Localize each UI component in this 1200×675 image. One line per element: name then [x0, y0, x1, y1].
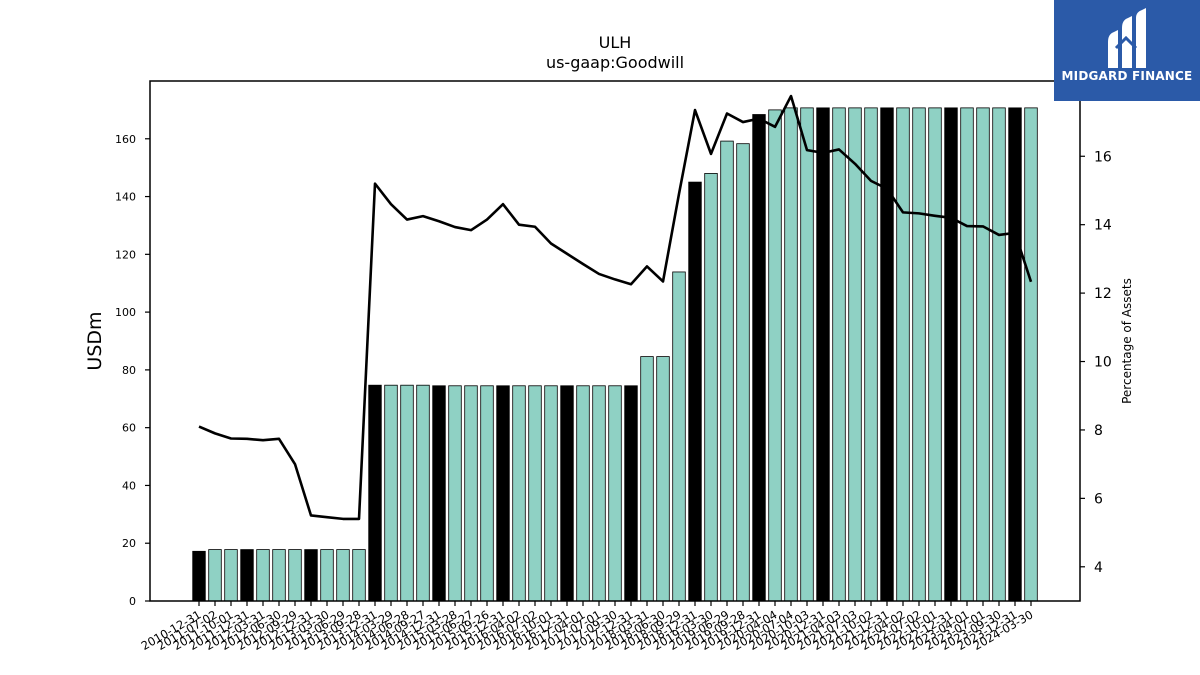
bar-2021-12-31 — [880, 107, 894, 602]
midgard-logo-icon — [1108, 8, 1146, 68]
bar-2020-10-03 — [800, 107, 814, 602]
bar-2023-12-31 — [1008, 107, 1022, 602]
bar-2022-10-01 — [928, 107, 942, 602]
y-tick-label: 60 — [122, 422, 136, 435]
bar-2017-07-01 — [592, 385, 606, 602]
bar-2015-06-27 — [464, 385, 478, 602]
bar-2018-09-29 — [672, 271, 686, 602]
bar-2016-04-02 — [512, 385, 526, 602]
bar-2018-03-31 — [640, 356, 654, 602]
bar-2024-03-30 — [1024, 107, 1038, 602]
y-tick-label: 20 — [122, 537, 136, 550]
bar-2015-03-28 — [448, 385, 462, 602]
bar-2019-12-31 — [752, 114, 766, 602]
y-tick-label: 140 — [115, 191, 136, 204]
bar-2014-03-29 — [384, 384, 398, 602]
bar-2016-07-02 — [528, 385, 542, 602]
y-tick-label: 120 — [115, 248, 136, 261]
bar-2018-06-30 — [656, 356, 670, 602]
bar-2012-12-31 — [304, 549, 318, 602]
bar-2015-09-26 — [480, 385, 494, 602]
y2-axis-label: Percentage of Assets — [1120, 278, 1134, 404]
bar-2019-09-28 — [736, 143, 750, 602]
y-axis-right: 4 6 8 10 12 14 16 — [1080, 149, 1112, 576]
bar-2014-06-28 — [400, 384, 414, 602]
bar-2013-09-28 — [352, 549, 366, 602]
bar-2016-10-01 — [544, 385, 558, 602]
bar-2014-09-27 — [416, 384, 430, 602]
bar-2013-03-30 — [320, 549, 334, 602]
y2-tick-label: 10 — [1094, 355, 1112, 371]
percentage-line — [198, 94, 1033, 521]
bar-2022-04-02 — [896, 107, 910, 602]
y2-tick-label: 16 — [1094, 149, 1112, 165]
bar-2020-04-04 — [768, 109, 782, 602]
x-axis: 2010-12-312011-07-022011-10-012011-12-31… — [139, 601, 1036, 653]
bar-2013-12-31 — [368, 384, 382, 602]
bar-2010-12-31 — [192, 550, 206, 602]
bar-2023-07-01 — [976, 107, 990, 602]
brand-logo: MIDGARD FINANCE — [1054, 0, 1200, 101]
chart-subtitle: us-gaap:Goodwill — [546, 53, 684, 72]
y2-tick-label: 6 — [1094, 491, 1103, 507]
bar-2015-12-31 — [496, 385, 510, 602]
bar-2014-12-31 — [432, 385, 446, 602]
y-tick-label: 40 — [122, 479, 136, 492]
bar-2021-04-03 — [832, 107, 846, 602]
y-axis-label: USDm — [84, 311, 106, 370]
bar-2017-09-30 — [608, 385, 622, 602]
y2-tick-label: 4 — [1094, 560, 1103, 576]
percentage-line-series — [198, 94, 1033, 521]
y-tick-label: 80 — [122, 364, 136, 377]
bar-2011-07-02 — [208, 549, 222, 602]
bar-2012-06-30 — [272, 549, 286, 602]
chart-title: ULH — [599, 33, 632, 52]
bar-2011-12-31 — [240, 549, 254, 602]
bar-2011-10-01 — [224, 549, 238, 602]
bar-2020-12-31 — [816, 107, 830, 602]
bar-2017-12-31 — [624, 385, 638, 602]
y-tick-label: 100 — [115, 306, 136, 319]
bar-2019-06-29 — [720, 140, 734, 602]
y-tick-label: 160 — [115, 133, 136, 146]
y2-tick-label: 12 — [1094, 286, 1112, 302]
bar-2022-12-31 — [944, 107, 958, 602]
y-tick-label: 0 — [129, 595, 136, 608]
bar-2022-07-02 — [912, 107, 926, 602]
y2-tick-label: 8 — [1094, 423, 1103, 439]
bar-series — [192, 107, 1038, 602]
bar-2020-07-04 — [784, 107, 798, 602]
brand-name: MIDGARD FINANCE — [1061, 69, 1193, 83]
bar-2019-03-30 — [704, 173, 718, 602]
bar-2023-09-30 — [992, 107, 1006, 602]
bar-2023-04-01 — [960, 107, 974, 602]
bar-2013-06-29 — [336, 549, 350, 602]
y-axis-left: 0 20 40 60 80 100 120 140 160 — [115, 133, 150, 608]
bar-2018-12-31 — [688, 181, 702, 602]
bar-2012-09-29 — [288, 549, 302, 602]
bar-2016-12-31 — [560, 385, 574, 602]
bar-2017-04-01 — [576, 385, 590, 602]
y2-tick-label: 14 — [1094, 218, 1112, 234]
bar-2021-07-03 — [848, 107, 862, 602]
bar-2012-03-31 — [256, 549, 270, 602]
